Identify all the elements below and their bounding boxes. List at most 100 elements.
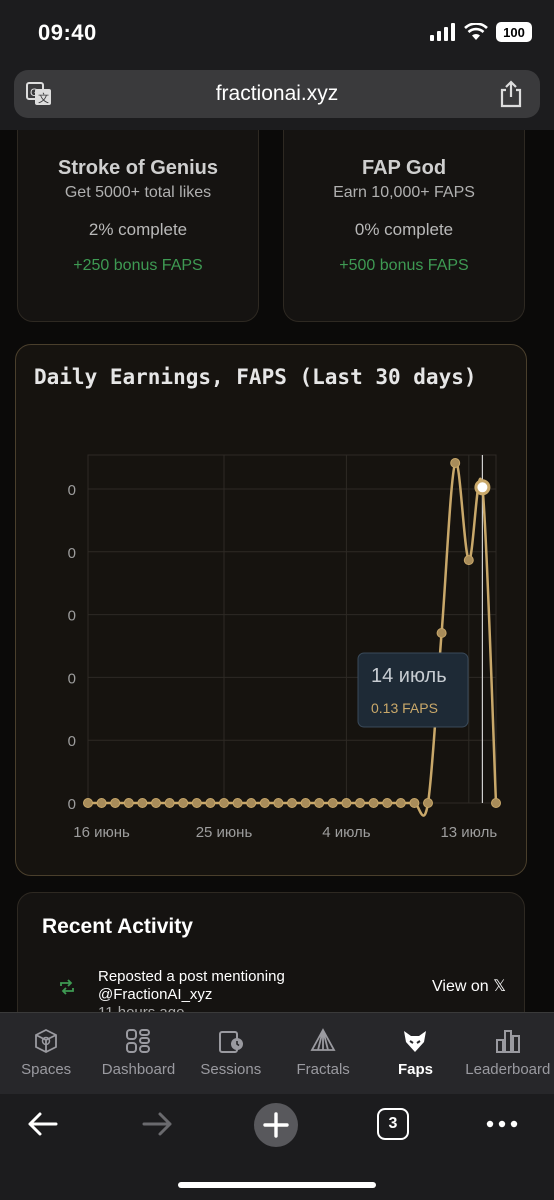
tooltip-box (357, 652, 469, 728)
tooltip-value: 0.13 FAPS (371, 700, 438, 716)
tabs-button[interactable]: 3 (377, 1108, 409, 1140)
achievement-bonus: +500 bonus FAPS (339, 257, 469, 274)
tooltip-date: 14 июль (371, 665, 447, 687)
nav-label: Fractals (296, 1061, 350, 1078)
chart-title: Daily Earnings, FAPS (Last 30 days) (34, 365, 477, 389)
earnings-chart[interactable]: 0 0 0 0 0 0 16 июнь 25 июнь 4 июль 13 июль 14 июль… (16, 345, 528, 877)
data-point (110, 798, 121, 808)
activity-title: Recent Activity (42, 915, 193, 938)
data-point (300, 798, 311, 808)
data-point (287, 798, 297, 808)
data-point (436, 628, 447, 638)
share-icon[interactable] (498, 80, 524, 108)
data-point (219, 798, 229, 808)
nav-item-sessions[interactable]: Sessions (185, 1013, 277, 1094)
data-point (355, 798, 365, 808)
daily-earnings-card: Daily Earnings, FAPS (Last 30 days) 0 0 0 0… (15, 344, 527, 876)
translate-icon[interactable]: G 文 (26, 82, 52, 106)
more-icon[interactable] (484, 1112, 520, 1136)
achievement-card: FAP God Earn 10,000+ FAPS 0% complete +5… (283, 130, 525, 322)
achievement-title: FAP God (361, 157, 447, 179)
data-point (382, 798, 393, 808)
sessions-icon (218, 1031, 243, 1053)
nav-item-leaderboard[interactable]: Leaderboard (462, 1013, 554, 1094)
leaderboard-icon (495, 1030, 520, 1053)
data-point (273, 798, 284, 808)
data-point (137, 798, 148, 808)
achievement-bonus: +250 bonus FAPS (73, 257, 203, 274)
x-tick-label: 16 июнь (73, 824, 130, 841)
nav-label: Spaces (21, 1061, 72, 1078)
url-text[interactable]: fractionai.xyz (215, 82, 339, 105)
plot-frame (87, 454, 497, 804)
nav-label: Faps (397, 1061, 433, 1078)
y-tick-label: 0 (68, 545, 76, 562)
data-point (423, 798, 433, 808)
y-tick-label: 0 (68, 482, 76, 499)
signal-icon (430, 23, 455, 41)
nav-label: Dashboard (101, 1061, 176, 1078)
data-point (395, 798, 406, 808)
highlighted-point (474, 479, 491, 496)
data-point (123, 798, 134, 808)
nav-item-dashboard[interactable]: Dashboard (92, 1013, 184, 1094)
svg-text:G: G (30, 87, 39, 99)
repost-icon (60, 979, 74, 995)
nav-label: Leaderboard (465, 1061, 551, 1078)
achievement-card: Stroke of Genius Get 5000+ total likes 2… (17, 130, 259, 322)
data-point (491, 798, 501, 808)
activity-text: Reposted a post mentioning @FractionAI_x… (98, 968, 285, 1003)
nav-item-fractals[interactable]: Fractals (277, 1013, 369, 1094)
battery-indicator: 100 (496, 22, 532, 42)
data-point (96, 798, 107, 808)
fractals-icon (310, 1028, 336, 1051)
data-point (246, 798, 257, 808)
data-point (83, 798, 93, 808)
data-point (151, 798, 161, 808)
new-tab-icon[interactable] (253, 1102, 299, 1148)
series-line (87, 461, 498, 817)
data-point (463, 555, 474, 566)
data-point (178, 798, 189, 808)
achievement-progress: 0% complete (354, 220, 454, 239)
activity-time: 11 hours ago (98, 1004, 184, 1012)
status-bar: 09:40 100 (0, 0, 554, 62)
achievement-description: Earn 10,000+ FAPS (333, 184, 475, 201)
svg-text:文: 文 (38, 91, 49, 105)
recent-activity-card: Recent Activity Reposted a post mentioni… (17, 892, 525, 1012)
data-point (232, 798, 243, 808)
y-tick-label: 0 (68, 796, 76, 813)
achievement-description: Get 5000+ total likes (64, 184, 212, 201)
y-tick-label: 0 (68, 608, 76, 625)
data-point (409, 798, 420, 808)
page-content: Stroke of Genius Get 5000+ total likes 2… (0, 130, 554, 1012)
spaces-icon (35, 1028, 58, 1054)
y-tick-label: 0 (68, 733, 76, 750)
wifi-icon (464, 23, 488, 40)
faps-icon (404, 1031, 427, 1052)
forward-arrow-icon[interactable] (140, 1106, 176, 1142)
address-bar[interactable]: G 文 fractionai.xyz (14, 70, 540, 118)
app-bottom-nav: Spaces Dashboard Sessions Fractals Faps (0, 1012, 554, 1094)
nav-label: Sessions (200, 1061, 262, 1078)
browser-address-area: G 文 fractionai.xyz (0, 62, 554, 130)
x-tick-label: 13 июль (440, 824, 497, 841)
nav-item-spaces[interactable]: Spaces (0, 1013, 92, 1094)
x-tick-label: 25 июнь (196, 824, 253, 841)
data-point (327, 798, 338, 808)
achievement-progress: 2% complete (88, 220, 188, 239)
y-tick-label: 0 (68, 670, 76, 687)
home-indicator (178, 1182, 376, 1188)
data-point (450, 458, 461, 468)
status-time: 09:40 (38, 20, 97, 45)
data-point (164, 798, 175, 808)
nav-item-faps[interactable]: Faps (369, 1013, 461, 1094)
data-point (368, 798, 379, 808)
dashboard-icon (126, 1029, 151, 1053)
activity-item: Reposted a post mentioning @FractionAI_x… (98, 968, 358, 1012)
data-point (341, 798, 352, 808)
data-point (205, 798, 216, 808)
view-on-x-link[interactable]: View on 𝕏 (432, 978, 506, 995)
back-arrow-icon[interactable] (24, 1106, 60, 1142)
achievement-title: Stroke of Genius (57, 157, 219, 179)
